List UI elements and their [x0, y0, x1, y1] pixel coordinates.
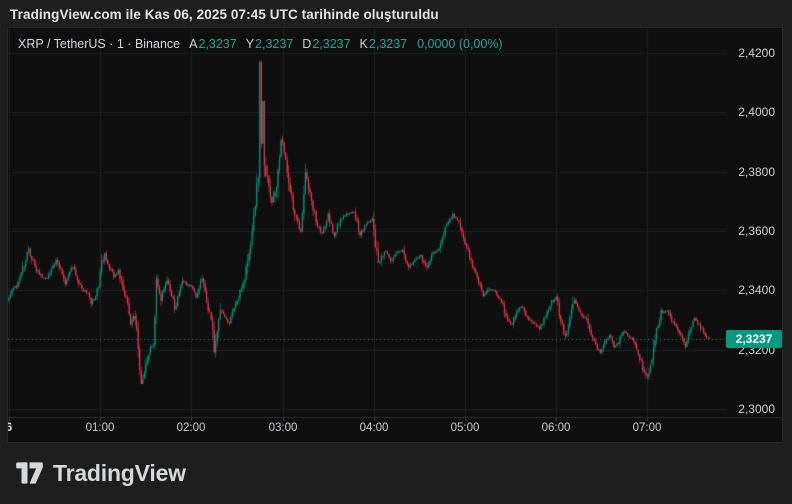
legend-ohlc: A 2,3237 Y 2,3237 D 2,3237 K 2,3237: [180, 37, 407, 51]
x-axis-label: 03:00: [268, 422, 298, 434]
current-price-label: 2,3237: [726, 330, 782, 348]
footer: TradingView: [16, 458, 186, 488]
y-axis-label: 2,3800: [738, 165, 775, 179]
x-axis-label: 05:00: [450, 422, 480, 434]
x-axis-label: 02:00: [176, 422, 206, 434]
legend-low-value: 2,3237: [312, 37, 351, 51]
y-axis-label: 2,3000: [738, 402, 775, 416]
x-axis-label: 06:00: [541, 422, 571, 434]
legend-close-value: 2,3237: [368, 37, 408, 51]
x-axis-label: 07:00: [632, 422, 662, 434]
y-axis-label: 2,4200: [738, 46, 775, 60]
y-axis-label: 2,4000: [738, 105, 775, 119]
tradingview-logo[interactable]: TradingView: [16, 460, 186, 487]
legend-open-value: 2,3237: [198, 37, 237, 51]
legend-low-letter: D: [302, 37, 312, 51]
y-axis-label: 2,3400: [738, 283, 775, 297]
attribution-text: TradingView.com ile Kas 06, 2025 07:45 U…: [10, 6, 439, 22]
tradingview-wordmark: TradingView: [53, 459, 186, 486]
y-axis-label: 2,3600: [738, 224, 775, 238]
legend-high-letter: Y: [245, 37, 255, 51]
legend-close-letter: K: [359, 37, 368, 51]
legend-change: 0,0000 (0,00%): [417, 37, 503, 51]
legend-open-letter: A: [189, 37, 198, 51]
x-axis-label: 04:00: [359, 422, 389, 434]
attribution-bar: TradingView.com ile Kas 06, 2025 07:45 U…: [0, 0, 792, 28]
chart-legend: XRP / TetherUS · 1 · Binance A 2,3237 Y 2,…: [18, 36, 503, 52]
chart-pane-canvas[interactable]: [8, 28, 782, 442]
legend-high-value: 2,3237: [255, 37, 294, 51]
x-axis-label: 6: [8, 422, 13, 434]
legend-symbol: XRP / TetherUS · 1 · Binance: [18, 37, 181, 51]
tradingview-logo-icon: [16, 462, 43, 484]
chart-widget: XRP / TetherUS · 1 · Binance A 2,3237 Y 2,…: [8, 28, 782, 442]
x-axis-label: 01:00: [85, 422, 115, 434]
